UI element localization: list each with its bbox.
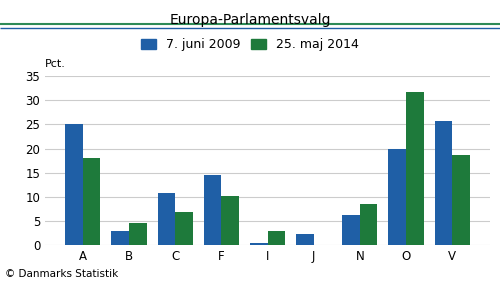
Bar xyxy=(268,231,285,245)
Bar xyxy=(406,92,423,245)
Bar xyxy=(222,196,239,245)
Bar xyxy=(250,243,268,245)
Bar xyxy=(342,215,360,245)
Bar xyxy=(175,212,192,245)
Bar xyxy=(452,155,470,245)
Bar xyxy=(129,223,146,245)
Bar xyxy=(360,204,378,245)
Bar xyxy=(158,193,175,245)
Bar xyxy=(83,158,100,245)
Bar xyxy=(204,175,222,245)
Bar xyxy=(434,121,452,245)
Bar xyxy=(296,234,314,245)
Bar xyxy=(388,149,406,245)
Bar xyxy=(112,231,129,245)
Text: Pct.: Pct. xyxy=(45,60,66,69)
Legend: 7. juni 2009, 25. maj 2014: 7. juni 2009, 25. maj 2014 xyxy=(139,36,361,54)
Bar xyxy=(65,124,83,245)
Text: © Danmarks Statistik: © Danmarks Statistik xyxy=(5,269,118,279)
Text: Europa-Parlamentsvalg: Europa-Parlamentsvalg xyxy=(169,13,331,27)
